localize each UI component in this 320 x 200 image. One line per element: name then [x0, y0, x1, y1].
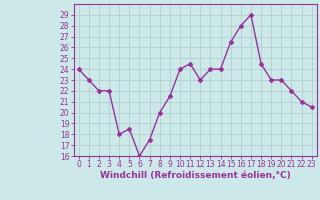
X-axis label: Windchill (Refroidissement éolien,°C): Windchill (Refroidissement éolien,°C) [100, 171, 291, 180]
